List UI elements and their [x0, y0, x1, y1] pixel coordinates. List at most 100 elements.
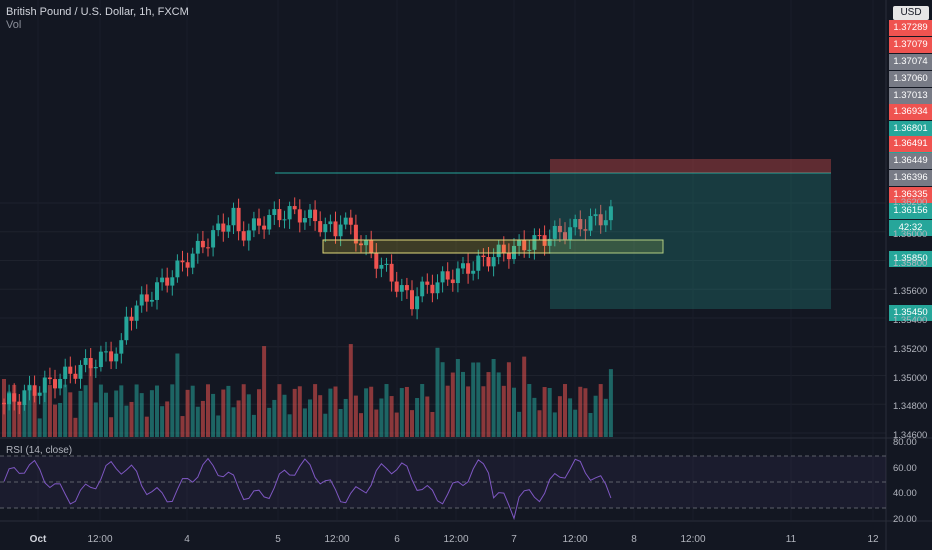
volume-bar	[190, 385, 195, 437]
volume-bar	[114, 390, 119, 437]
candle-body	[22, 390, 27, 405]
price-label: 1.36156	[889, 203, 932, 219]
volume-bar	[394, 412, 399, 437]
candle-body	[578, 219, 583, 230]
candle-body	[461, 263, 465, 269]
volume-bar	[328, 388, 333, 437]
candle-body	[481, 255, 486, 257]
volume-bar	[435, 347, 440, 437]
volume-bar	[384, 384, 389, 437]
candle-body	[603, 220, 608, 226]
candle-body	[155, 282, 159, 300]
volume-bar	[98, 384, 103, 437]
candle-body	[568, 227, 573, 240]
candle-body	[53, 379, 57, 389]
volume-bar	[537, 410, 542, 437]
candle-body	[318, 221, 323, 233]
volume-bar	[63, 384, 68, 437]
candle-body	[348, 217, 353, 225]
candle-body	[547, 238, 552, 246]
price-label: 1.36491	[889, 136, 932, 152]
volume-bar	[124, 405, 129, 437]
candle-body	[445, 271, 450, 280]
volume-bar	[501, 385, 506, 437]
candle-body	[496, 244, 501, 258]
volume-bar	[22, 403, 27, 437]
candle-body	[12, 393, 17, 402]
volume-bar	[338, 408, 343, 437]
volume-bar	[522, 356, 527, 437]
candle-body	[486, 256, 491, 267]
candle-body	[282, 219, 287, 221]
price-label: 1.37074	[889, 54, 932, 70]
volume-bar	[496, 372, 501, 437]
volume-bar	[200, 400, 205, 437]
price-label: 1.35450	[889, 305, 932, 321]
volume-bar	[78, 390, 83, 437]
symbol-title[interactable]: British Pound / U.S. Dollar, 1h, FXCM	[6, 6, 189, 18]
candle-body	[455, 268, 460, 284]
volume-bar	[231, 407, 236, 437]
volume-bar	[58, 402, 63, 437]
volume-bar	[236, 400, 241, 437]
rsi-legend[interactable]: RSI (14, close)	[6, 445, 73, 456]
volume-bar	[379, 398, 384, 437]
volume-bar	[149, 390, 154, 437]
volume-bar	[547, 387, 552, 437]
candle-body	[287, 206, 292, 220]
volume-bar	[251, 414, 256, 437]
volume-bar	[42, 391, 47, 437]
candle-body	[343, 217, 348, 225]
candle-body	[302, 218, 307, 223]
volume-bar	[353, 395, 358, 437]
support-zone	[322, 239, 664, 254]
volume-bar	[318, 395, 323, 437]
candle-body	[7, 393, 12, 405]
rsi-tick-label: 80.00	[893, 437, 917, 448]
candle-body	[231, 207, 236, 226]
candle-body	[359, 243, 363, 246]
volume-bar	[476, 362, 481, 437]
candle-body	[83, 358, 88, 365]
candle-body	[2, 402, 6, 405]
volume-bar	[583, 388, 588, 437]
stop-loss-zone	[550, 159, 831, 173]
currency-badge[interactable]: USD	[893, 6, 929, 20]
candle-body	[149, 299, 154, 302]
candle-body	[47, 377, 52, 380]
candle-body	[68, 366, 73, 374]
candle-body	[160, 277, 165, 283]
volume-bar	[486, 372, 491, 437]
volume-bar	[53, 404, 57, 437]
candle-body	[369, 239, 374, 254]
candle-body	[410, 290, 414, 310]
volume-bar	[144, 416, 149, 437]
time-tick-label: 12:00	[87, 534, 113, 545]
candle-body	[537, 235, 542, 237]
candle-body	[476, 255, 481, 271]
volume-bar	[241, 384, 246, 437]
candle-body	[297, 209, 302, 223]
candle-body	[471, 270, 476, 274]
volume-bar	[568, 398, 573, 437]
volume-bar	[83, 385, 88, 437]
price-tick-label: 1.36200	[893, 197, 928, 208]
volume-label[interactable]: Vol	[6, 19, 22, 31]
candle-body	[389, 263, 394, 282]
chart-legend: British Pound / U.S. Dollar, 1h, FXCM Vo…	[6, 6, 189, 32]
price-label: 1.36396	[889, 170, 932, 186]
candle-body	[211, 230, 216, 248]
candle-body	[109, 351, 114, 362]
volume-bar	[119, 385, 124, 437]
volume-bar	[563, 384, 567, 437]
candle-body	[323, 224, 328, 233]
candle-body	[17, 401, 22, 405]
volume-bar	[7, 391, 12, 437]
candle-body	[58, 378, 63, 389]
time-tick-label: Oct	[29, 534, 47, 545]
volume-bar	[88, 365, 93, 437]
volume-bar	[404, 386, 409, 437]
candle-body	[583, 229, 588, 231]
volume-bar	[287, 414, 292, 437]
